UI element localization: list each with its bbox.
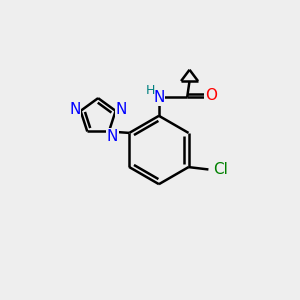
Text: Cl: Cl bbox=[213, 162, 228, 177]
Text: N: N bbox=[116, 101, 127, 116]
Text: N: N bbox=[107, 129, 118, 144]
Text: O: O bbox=[205, 88, 217, 103]
Text: N: N bbox=[153, 90, 165, 105]
Text: H: H bbox=[146, 84, 155, 98]
Text: N: N bbox=[69, 101, 81, 116]
